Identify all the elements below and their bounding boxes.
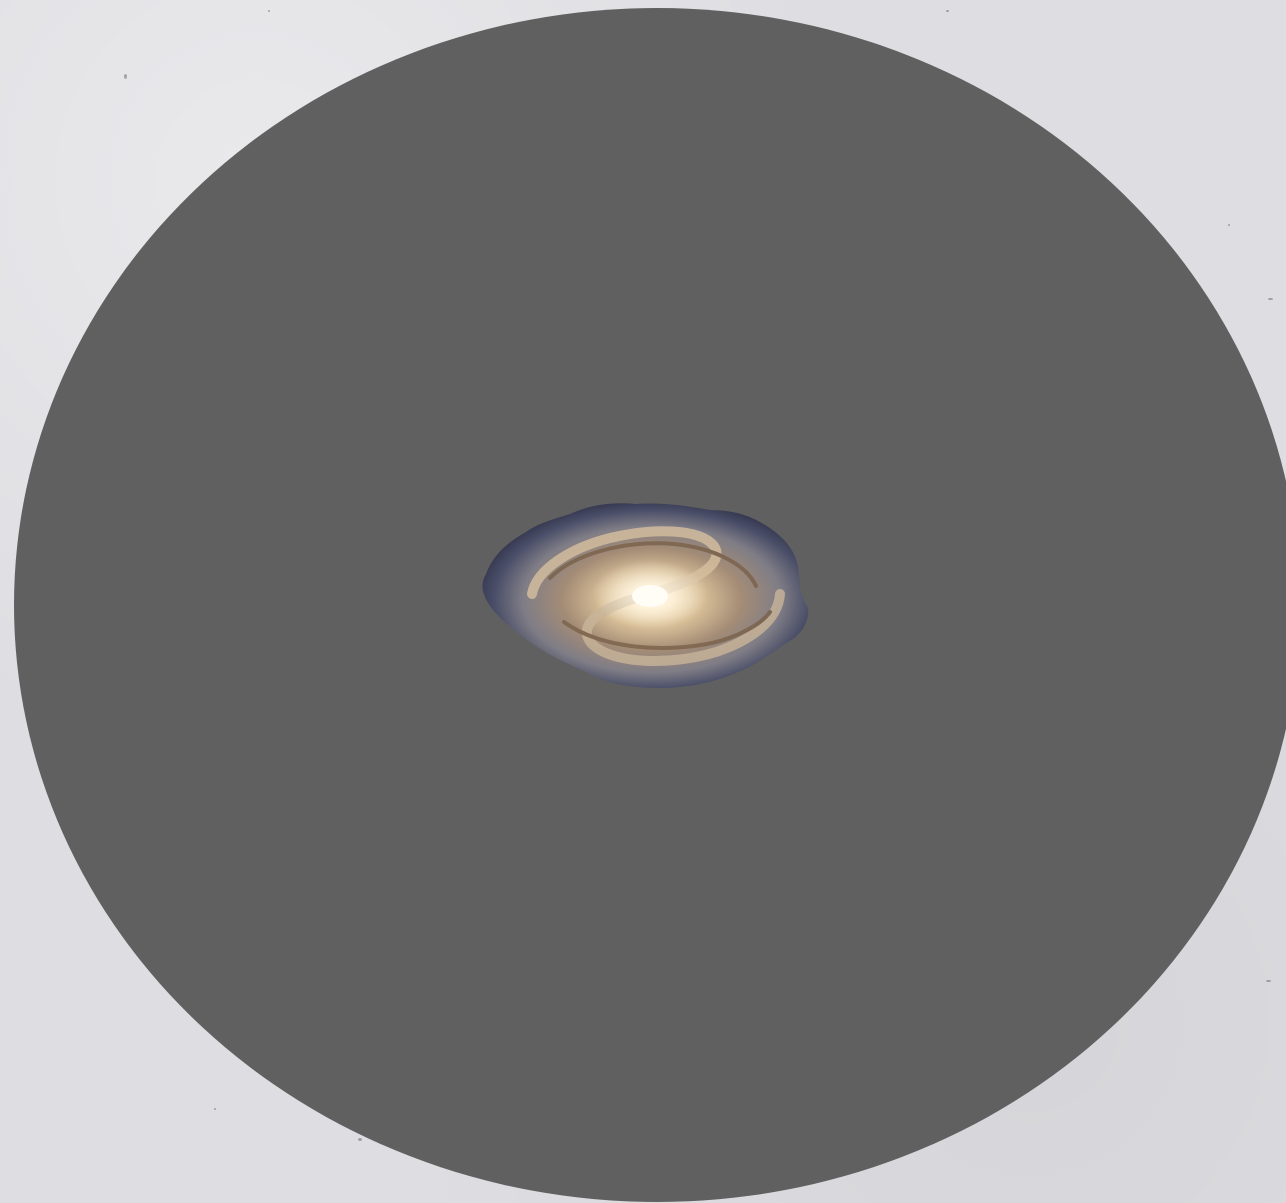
galaxy-arm	[581, 589, 785, 667]
spiral-galaxy-graphic	[482, 503, 809, 688]
paper-speck	[946, 10, 949, 12]
spiral-galaxy	[474, 474, 814, 698]
paper-speck	[214, 1108, 216, 1110]
galaxy-nucleus	[632, 585, 668, 607]
galaxy-dust-lane	[562, 610, 772, 650]
galaxy-dust-lane	[548, 541, 758, 588]
paper-speck	[1228, 224, 1230, 226]
paper-speck	[1268, 298, 1273, 300]
paper-speck	[358, 1138, 362, 1141]
paper-speck	[1266, 980, 1271, 982]
paper-speck	[124, 74, 127, 79]
galaxy-arm	[527, 526, 722, 599]
paper-speck	[268, 10, 270, 12]
